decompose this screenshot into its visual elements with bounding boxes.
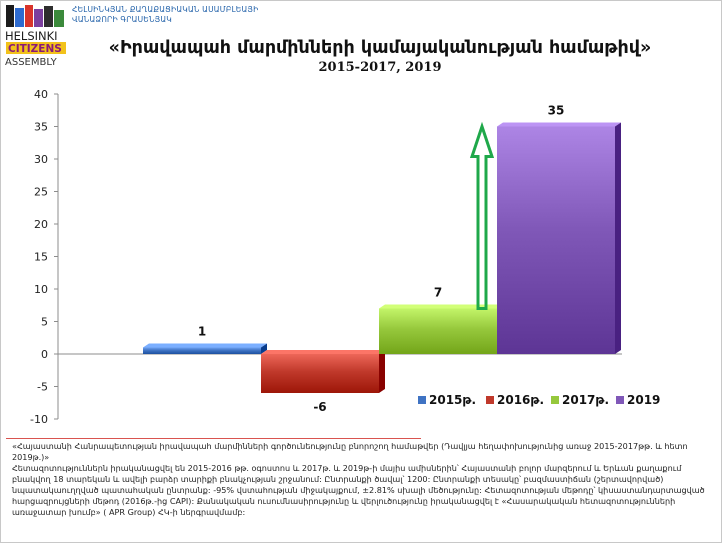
methodology-notes: «Հայաստանի Հանրապետության իրավապահ մարմի… [12, 441, 712, 518]
legend-swatch [616, 396, 624, 404]
y-axis-tick-label: 25 [34, 186, 48, 199]
bar-top-face [143, 343, 267, 348]
helsinki-citizens-assembly-logo: HELSINKI CITIZENS ASSEMBLY [5, 5, 66, 68]
data-label: -6 [313, 400, 326, 414]
bar-2017թ. [379, 308, 497, 354]
bar-side-face [261, 343, 267, 354]
legend-swatch [486, 396, 494, 404]
bar-top-face [379, 304, 503, 309]
bar-2016թ. [261, 354, 379, 393]
data-label: 35 [548, 104, 565, 118]
bar-2019 [497, 126, 615, 354]
logo-text-citizens: CITIZENS [8, 43, 62, 55]
legend-label: 2015թ. [429, 393, 476, 407]
chart-title: «Իրավապահ մարմինների կամայականության համ… [108, 38, 652, 58]
y-axis-tick-label: -5 [37, 381, 48, 394]
bar-2015թ. [143, 347, 261, 354]
y-axis-tick-label: -10 [30, 413, 48, 426]
y-axis-tick-label: 35 [34, 121, 48, 134]
increase-arrow [469, 121, 495, 310]
bar-chart: -10 -5 0 5 10 15 20 25 30 35 40 1 -6 7 35 2015թ. 2016թ. 2… [30, 88, 660, 426]
organization-name-line: ՎԱՆԱՁՈՐԻ ԳՐԱՍԵՆՅԱԿ [72, 15, 172, 24]
bar-top-face [497, 122, 621, 127]
bar-side-face [379, 350, 385, 393]
legend-swatch [551, 396, 559, 404]
bar-top-face [261, 350, 385, 354]
y-axis-tick-label: 5 [41, 316, 48, 329]
legend-label: 2017թ. [562, 393, 609, 407]
organization-name: ՀԵԼՍԻՆԿՅԱՆ ՔԱՂԱՔԱՑԻԱԿԱՆ ԱՍԱՄԲԼԵԱՅԻ ՎԱՆԱՁ… [72, 5, 258, 25]
legend-label: 2019 [627, 393, 660, 407]
notes-paragraph: «Հայաստանի Հանրապետության իրավապահ մարմի… [12, 441, 688, 462]
bar-side-face [615, 122, 621, 354]
legend-label: 2016թ. [497, 393, 544, 407]
legend-swatch [418, 396, 426, 404]
logo-text-helsinki: HELSINKI [5, 29, 58, 43]
notes-divider [6, 438, 421, 439]
notes-paragraph: Հետազոտություններն իրականացվել են 2015-2… [12, 463, 705, 517]
logo-text-assembly: ASSEMBLY [5, 57, 58, 68]
chart-subtitle: 2015-2017, 2019 [318, 60, 442, 75]
y-axis-tick-label: 0 [41, 348, 48, 361]
y-axis-tick-label: 15 [34, 251, 48, 264]
y-axis-tick-label: 10 [34, 283, 48, 296]
y-axis-tick-label: 30 [34, 153, 48, 166]
data-label: 7 [434, 286, 442, 300]
organization-name-line: ՀԵԼՍԻՆԿՅԱՆ ՔԱՂԱՔԱՑԻԱԿԱՆ ԱՍԱՄԲԼԵԱՅԻ [72, 5, 259, 14]
y-axis-tick-label: 20 [34, 218, 48, 231]
data-label: 1 [198, 325, 206, 339]
y-axis-tick-label: 40 [34, 88, 48, 101]
